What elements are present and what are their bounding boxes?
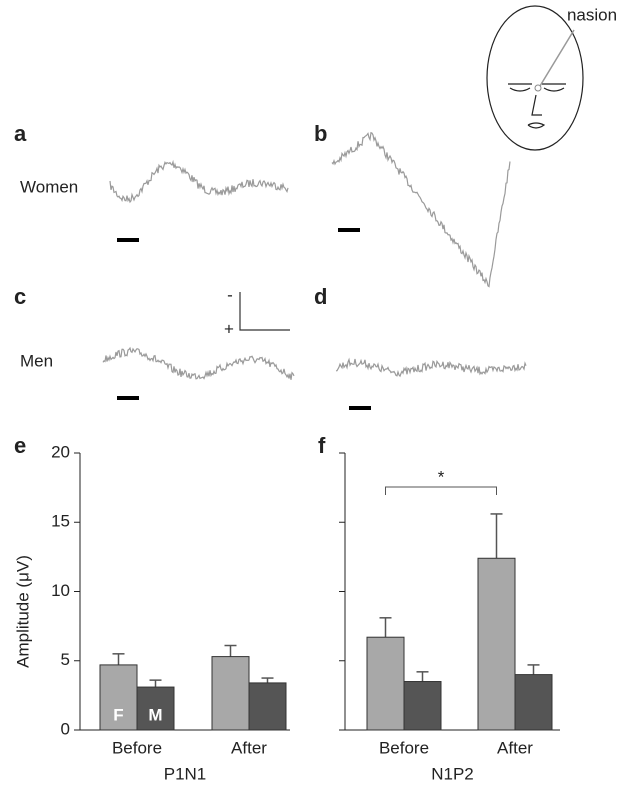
bar	[99, 664, 138, 731]
scale-axes	[239, 292, 290, 331]
y-tick-label: 15	[51, 512, 70, 531]
nasion-label: nasion	[567, 5, 617, 24]
legend-label: F	[113, 705, 123, 724]
y-tick-label: 5	[61, 650, 70, 669]
bar	[403, 681, 442, 731]
panel-label: f	[318, 433, 326, 458]
trace	[102, 346, 295, 380]
pointer	[539, 29, 575, 87]
row-label: Men	[20, 351, 53, 370]
polarity: +	[224, 319, 234, 338]
y-tick-label: 10	[51, 581, 70, 600]
panel-label: e	[14, 433, 26, 458]
polarity: -	[227, 285, 233, 304]
x-axis-label: N1P2	[431, 764, 474, 783]
bar	[136, 686, 175, 731]
face	[486, 5, 584, 151]
x-axis-label: P1N1	[164, 764, 207, 783]
panel-label: c	[14, 284, 26, 309]
panel-label: b	[314, 121, 327, 146]
panel-label: a	[14, 121, 27, 146]
bar	[211, 656, 250, 731]
x-tick-label: After	[497, 738, 533, 757]
trace	[109, 159, 289, 204]
trace	[331, 131, 511, 288]
x-tick-label: Before	[112, 738, 162, 757]
y-tick-label: 0	[61, 719, 70, 738]
significance-bracket	[385, 486, 497, 495]
row-label: Women	[20, 177, 78, 196]
trace	[335, 357, 527, 378]
x-tick-label: Before	[379, 738, 429, 757]
bar	[477, 557, 516, 731]
bar	[248, 682, 287, 731]
nasion-dot	[534, 84, 542, 92]
significance-label: *	[438, 467, 445, 486]
legend-label: M	[148, 705, 162, 724]
y-axis-label: Amplitude (μV)	[13, 555, 32, 668]
bar	[366, 636, 405, 731]
x-tick-label: After	[231, 738, 267, 757]
bar	[514, 674, 553, 731]
panel-label: d	[314, 284, 327, 309]
y-tick-label: 20	[51, 442, 70, 461]
